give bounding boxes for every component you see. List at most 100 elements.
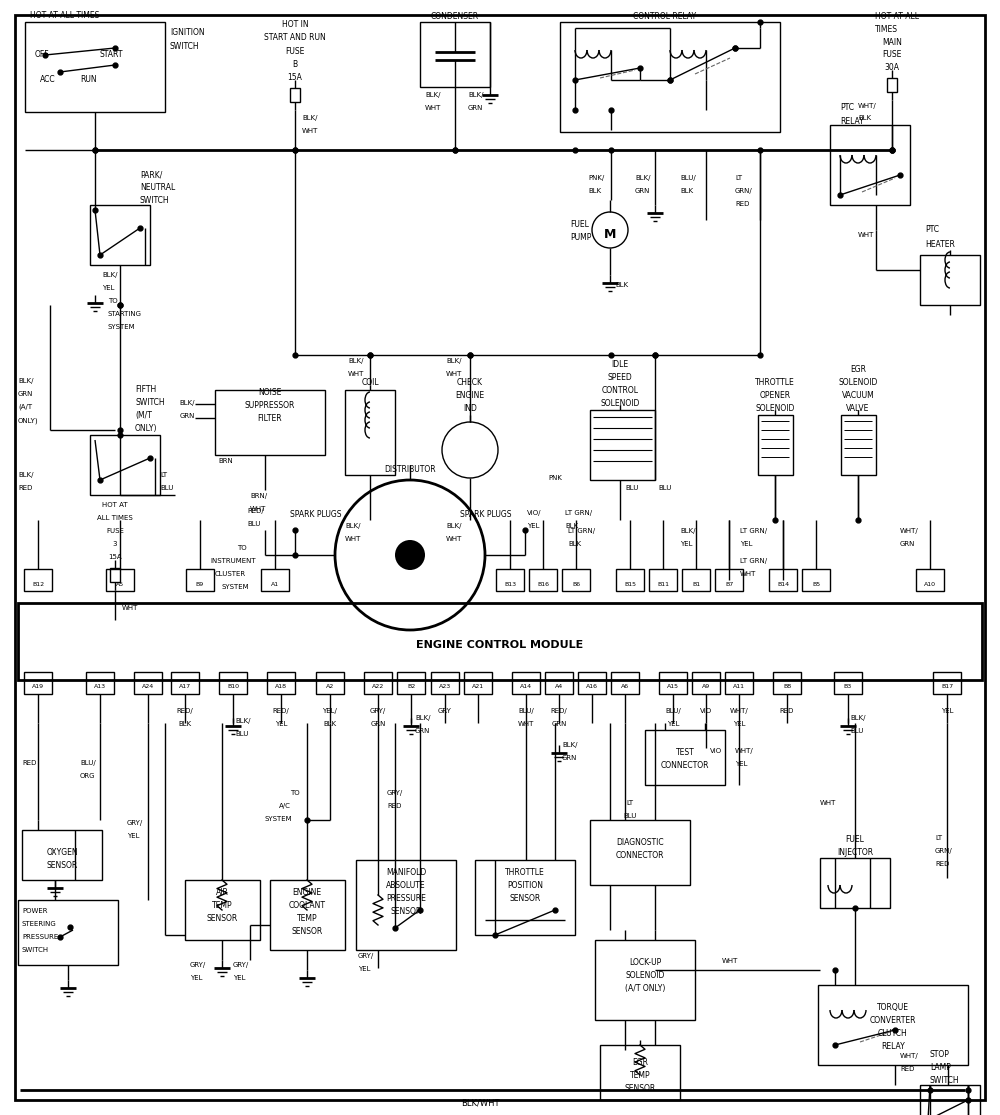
Bar bbox=[134, 672, 162, 694]
Bar bbox=[261, 569, 289, 591]
Text: WHT: WHT bbox=[446, 371, 462, 377]
Bar bbox=[933, 672, 961, 694]
Bar bbox=[590, 820, 690, 885]
Text: ABSOLUTE: ABSOLUTE bbox=[386, 881, 426, 890]
Text: A18: A18 bbox=[275, 685, 287, 689]
Text: BRN/: BRN/ bbox=[250, 493, 267, 500]
Bar bbox=[545, 672, 573, 694]
Bar bbox=[420, 22, 490, 87]
Bar bbox=[397, 672, 425, 694]
Text: WHT: WHT bbox=[740, 571, 756, 576]
Text: RED/: RED/ bbox=[247, 508, 264, 514]
Text: 30A: 30A bbox=[885, 64, 900, 72]
Text: BLK/: BLK/ bbox=[348, 358, 364, 363]
Bar bbox=[106, 569, 134, 591]
Text: B: B bbox=[292, 60, 298, 69]
Text: A21: A21 bbox=[472, 685, 484, 689]
Text: DIAGNOSTIC: DIAGNOSTIC bbox=[616, 838, 664, 847]
Text: 15A: 15A bbox=[108, 554, 122, 560]
Text: ENGINE CONTROL MODULE: ENGINE CONTROL MODULE bbox=[416, 640, 584, 650]
Text: OFF: OFF bbox=[35, 50, 50, 59]
Text: SENSOR: SENSOR bbox=[390, 906, 422, 917]
Text: VALVE: VALVE bbox=[846, 404, 870, 413]
Bar bbox=[578, 672, 606, 694]
Text: FUEL: FUEL bbox=[570, 220, 589, 229]
Text: GRY/: GRY/ bbox=[358, 953, 374, 959]
Text: HOT IN: HOT IN bbox=[282, 20, 308, 29]
Text: BLK: BLK bbox=[858, 115, 871, 122]
Text: GRY/: GRY/ bbox=[190, 962, 206, 968]
Text: LT GRN/: LT GRN/ bbox=[568, 529, 595, 534]
Text: WHT: WHT bbox=[250, 506, 266, 512]
Text: GRY/: GRY/ bbox=[127, 820, 143, 826]
Text: A13: A13 bbox=[94, 685, 106, 689]
Text: RED: RED bbox=[900, 1066, 914, 1072]
Bar bbox=[25, 22, 165, 112]
Bar bbox=[920, 1085, 980, 1115]
Bar bbox=[692, 672, 720, 694]
Text: FILTER: FILTER bbox=[258, 414, 282, 423]
Bar bbox=[616, 569, 644, 591]
Text: AIR: AIR bbox=[216, 888, 228, 896]
Text: BLU: BLU bbox=[850, 728, 863, 734]
Text: WHT/: WHT/ bbox=[730, 708, 748, 714]
Text: IGNITION: IGNITION bbox=[170, 28, 205, 37]
Text: BLK: BLK bbox=[615, 282, 628, 288]
Bar bbox=[820, 859, 890, 908]
Text: YEL: YEL bbox=[941, 708, 953, 714]
Text: BLU/: BLU/ bbox=[80, 760, 96, 766]
Text: MAIN: MAIN bbox=[882, 38, 902, 47]
Text: BLK/: BLK/ bbox=[425, 93, 440, 98]
Text: WHT/: WHT/ bbox=[858, 103, 877, 109]
Bar bbox=[316, 672, 344, 694]
Bar bbox=[171, 672, 199, 694]
Text: SENSOR: SENSOR bbox=[46, 861, 78, 870]
Text: WHT: WHT bbox=[446, 536, 462, 542]
Text: SWITCH: SWITCH bbox=[22, 947, 49, 953]
Text: GRN: GRN bbox=[18, 391, 33, 397]
Bar bbox=[186, 569, 214, 591]
Text: BLK/: BLK/ bbox=[345, 523, 360, 529]
Text: SPARK PLUGS: SPARK PLUGS bbox=[290, 510, 342, 518]
Bar bbox=[725, 672, 753, 694]
Text: BLK/: BLK/ bbox=[850, 715, 866, 721]
Text: BLK/: BLK/ bbox=[446, 358, 462, 363]
Text: HOT AT ALL: HOT AT ALL bbox=[875, 12, 919, 21]
Text: WHT: WHT bbox=[722, 958, 738, 964]
Text: EGR: EGR bbox=[632, 1058, 648, 1067]
Text: B5: B5 bbox=[812, 582, 820, 586]
Text: NEUTRAL: NEUTRAL bbox=[140, 183, 175, 192]
Text: TO: TO bbox=[290, 791, 300, 796]
Text: YEL: YEL bbox=[190, 975, 202, 981]
Text: WHT: WHT bbox=[348, 371, 364, 377]
Text: TEST: TEST bbox=[676, 748, 694, 757]
Text: SUPPRESSOR: SUPPRESSOR bbox=[245, 401, 295, 410]
Text: PNK/: PNK/ bbox=[588, 175, 604, 181]
Text: LT GRN/: LT GRN/ bbox=[565, 510, 592, 516]
Text: BLK: BLK bbox=[178, 721, 192, 727]
Text: TEMP: TEMP bbox=[630, 1072, 650, 1080]
Text: SENSOR: SENSOR bbox=[624, 1084, 656, 1093]
Text: ALL TIMES: ALL TIMES bbox=[97, 515, 133, 521]
Text: (A/T: (A/T bbox=[18, 404, 32, 410]
Text: SPEED: SPEED bbox=[608, 374, 632, 382]
Text: 3: 3 bbox=[113, 541, 117, 547]
Text: FUSE: FUSE bbox=[106, 529, 124, 534]
Text: START AND RUN: START AND RUN bbox=[264, 33, 326, 42]
Text: A4: A4 bbox=[555, 685, 563, 689]
Text: BLU: BLU bbox=[625, 485, 638, 491]
Bar bbox=[90, 435, 160, 495]
Text: A1: A1 bbox=[271, 582, 279, 586]
Bar bbox=[86, 672, 114, 694]
Text: TO: TO bbox=[108, 298, 118, 304]
Text: WHT: WHT bbox=[425, 105, 441, 112]
Text: VACUUM: VACUUM bbox=[842, 391, 874, 400]
Bar bbox=[590, 410, 655, 479]
Text: BLU: BLU bbox=[160, 485, 173, 491]
Text: BLK/: BLK/ bbox=[18, 472, 34, 478]
Text: YEL: YEL bbox=[740, 541, 753, 547]
Text: PRESSURE: PRESSURE bbox=[22, 934, 58, 940]
Text: A2: A2 bbox=[326, 685, 334, 689]
Text: TIMES: TIMES bbox=[875, 25, 898, 33]
Text: SENSOR: SENSOR bbox=[206, 914, 238, 923]
